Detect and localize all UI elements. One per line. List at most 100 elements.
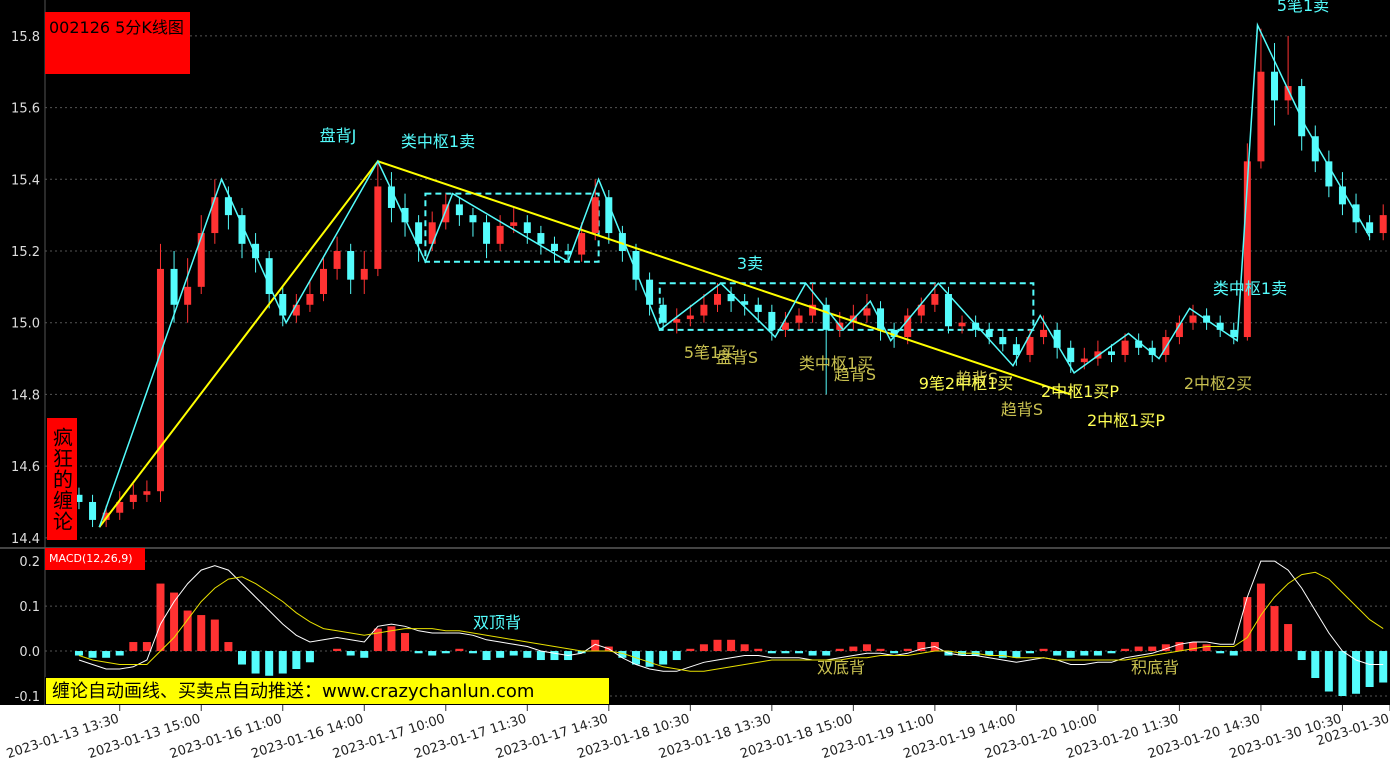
macd-bar — [727, 639, 736, 652]
candle-body — [958, 322, 966, 327]
annotation: 2中枢1买P — [1041, 382, 1119, 401]
candle-body — [102, 512, 110, 520]
annotation: 趋背S — [1001, 400, 1043, 419]
macd-bar — [862, 644, 871, 652]
candle-body — [211, 197, 219, 234]
candle-body — [1175, 322, 1183, 338]
annotation: 类中枢1卖 — [401, 132, 475, 151]
macd-bar — [577, 651, 586, 654]
candle-body — [686, 315, 694, 320]
annotation: 类中枢1卖 — [1213, 279, 1287, 298]
candle-body — [890, 329, 898, 338]
macd-bar — [1311, 651, 1320, 679]
macd-bar — [550, 651, 559, 661]
candle-body — [727, 294, 735, 302]
candle-body — [1298, 86, 1306, 137]
candle-body — [156, 268, 164, 492]
candle-body — [170, 268, 178, 305]
macd-bar — [699, 644, 708, 652]
annotation: 盘背S — [716, 348, 758, 367]
macd-bar — [876, 648, 885, 652]
annotation: 双底背 — [817, 658, 865, 677]
y-tick-label: 14.6 — [11, 460, 40, 475]
macd-bar — [224, 642, 233, 652]
banner: 缠论自动画线、买卖点自动推送：www.crazychanlun.com — [45, 677, 610, 705]
macd-bar — [536, 651, 545, 661]
y-tick-label: 15.2 — [11, 245, 40, 260]
candle-body — [999, 337, 1007, 345]
candle-body — [401, 207, 409, 223]
macd-bar — [1148, 646, 1157, 652]
macd-bar — [1066, 651, 1075, 658]
candle-body — [1216, 322, 1224, 330]
x-axis-background — [0, 705, 1390, 775]
macd-bar — [102, 651, 111, 658]
macd-bar — [713, 639, 722, 652]
macd-bar — [1270, 606, 1279, 652]
macd-bar — [197, 615, 206, 652]
candle-body — [985, 329, 993, 338]
macd-bar — [509, 651, 518, 656]
macd-bar — [210, 619, 219, 652]
annotation: 积底背 — [1131, 658, 1179, 677]
macd-bar — [1324, 651, 1333, 692]
macd-bar — [1256, 583, 1265, 652]
candle-body — [1135, 340, 1143, 348]
candle-body — [238, 215, 246, 244]
candle-body — [768, 311, 776, 330]
macd-bar — [1229, 651, 1238, 656]
macd-bar — [305, 651, 314, 663]
candle-body — [143, 491, 151, 495]
candle-body — [741, 301, 749, 305]
macd-bar — [645, 651, 654, 667]
candle-body — [184, 286, 192, 305]
candle-body — [754, 304, 762, 312]
candle-body — [252, 243, 260, 259]
candle-body — [428, 222, 436, 244]
candle-body — [387, 186, 395, 208]
annotation: 趋背S — [834, 365, 876, 384]
candle-body — [1026, 337, 1034, 355]
candle-body — [917, 304, 925, 316]
candle-body — [1311, 136, 1319, 162]
candle-body — [1121, 340, 1129, 355]
candle-body — [415, 222, 423, 244]
macd-line — [78, 560, 1384, 672]
macd-bar — [387, 626, 396, 652]
candle-body — [659, 304, 667, 323]
macd-bar — [1039, 648, 1048, 652]
macd-bar — [428, 651, 437, 656]
macd-bar — [360, 651, 369, 658]
macd-bar — [591, 639, 600, 652]
macd-title: MACD(12,26,9) — [45, 548, 145, 570]
candle-body — [904, 315, 912, 338]
annotation: 趋背S — [956, 369, 998, 388]
macd-bar — [1093, 651, 1102, 656]
macd-bar — [373, 628, 382, 652]
macd-bar — [903, 648, 912, 652]
candle-body — [1053, 329, 1061, 348]
candle-body — [306, 294, 314, 305]
candle-body — [1080, 358, 1088, 363]
y-tick-label: 15.4 — [11, 173, 40, 188]
macd-bar — [1080, 651, 1089, 656]
macd-bar — [265, 651, 274, 676]
macd-bar — [1012, 651, 1021, 658]
macd-bar — [401, 633, 410, 652]
candle-body — [455, 204, 463, 216]
macd-bar — [183, 610, 192, 652]
macd-bar — [767, 651, 776, 654]
candle-body — [618, 233, 626, 251]
chart-title: 002126 5分K线图 — [45, 12, 190, 74]
candle-body — [292, 304, 300, 316]
macd-bar — [1121, 648, 1130, 652]
macd-bar — [1297, 651, 1306, 661]
candle-body — [1257, 71, 1265, 162]
candle-body — [1148, 347, 1156, 355]
candle-body — [75, 494, 83, 502]
candle-body — [809, 304, 817, 316]
macd-bar — [1365, 651, 1374, 688]
candle-body — [1107, 351, 1115, 355]
macd-bar — [917, 642, 926, 652]
